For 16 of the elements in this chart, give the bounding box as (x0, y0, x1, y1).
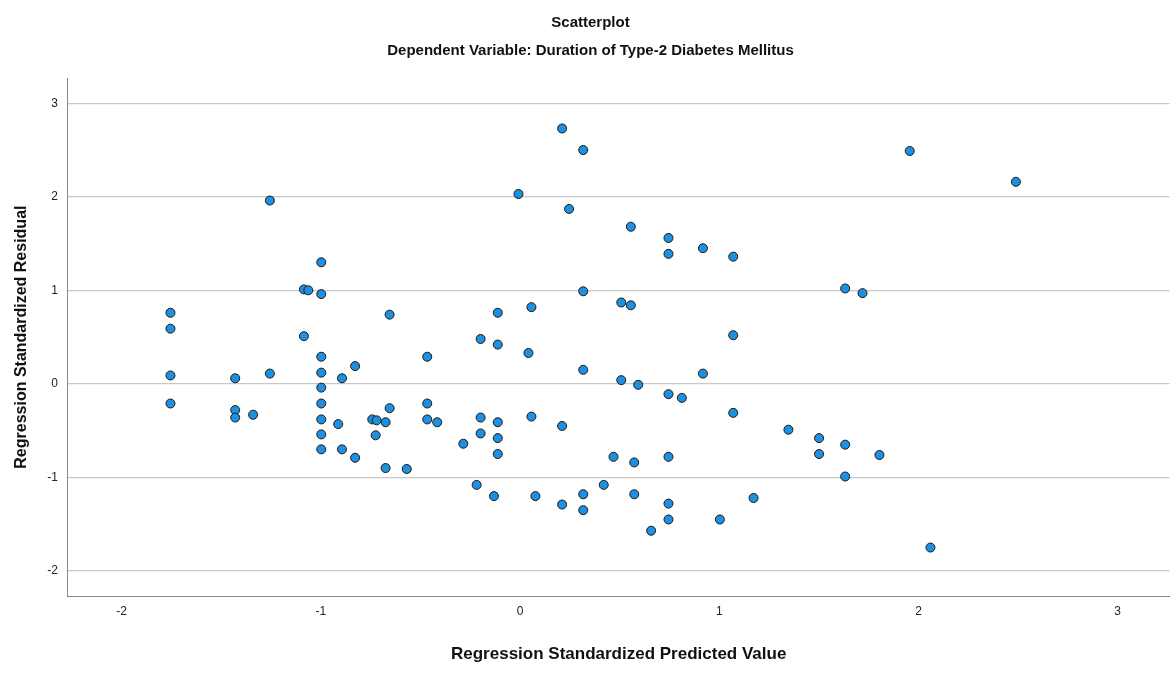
x-axis-title: Regression Standardized Predicted Value (450, 644, 787, 664)
y-tick-label: 3 (51, 95, 59, 110)
y-tick-label: 1 (51, 282, 59, 297)
chart-subtitle: Dependent Variable: Duration of Type-2 Diabetes Mellitus (387, 41, 794, 59)
chart-title: Scatterplot (551, 13, 630, 31)
x-tick-label: 0 (516, 603, 524, 618)
y-tick-label: 2 (51, 189, 59, 204)
y-tick-label: -1 (47, 469, 59, 484)
y-axis-title: Regression Standardized Residual (12, 205, 30, 469)
x-tick-label: 3 (1114, 603, 1122, 618)
x-tick-label: 1 (715, 603, 723, 618)
y-tick-label: 0 (51, 376, 59, 391)
y-tick-label: -2 (47, 563, 59, 578)
x-tick-label: -2 (116, 603, 128, 618)
x-tick-label: -1 (315, 603, 327, 618)
x-tick-label: 2 (915, 603, 923, 618)
